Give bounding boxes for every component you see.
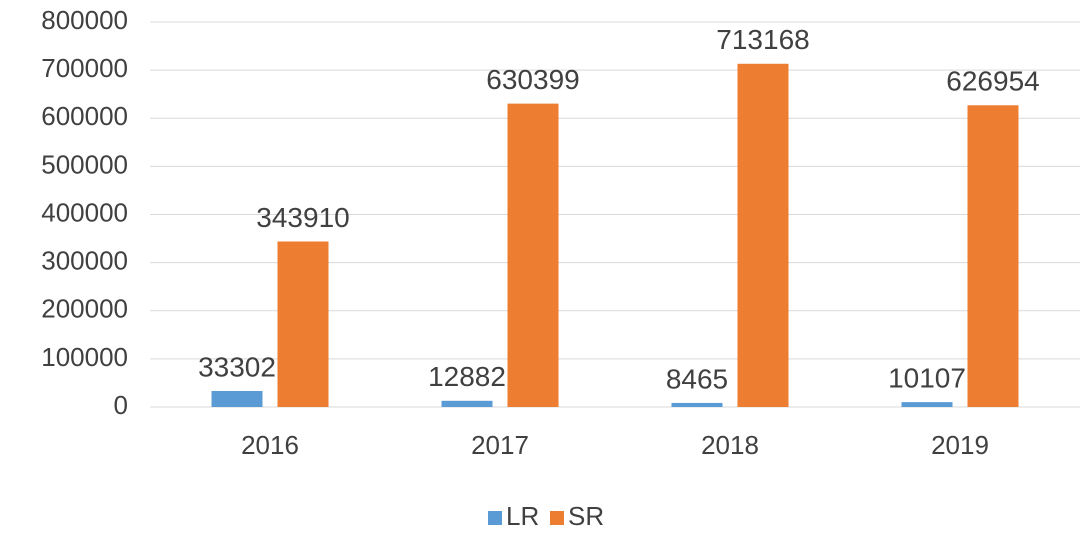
bar — [211, 390, 263, 407]
y-tick-label: 600000 — [41, 101, 128, 131]
x-tick-label: 2016 — [241, 430, 299, 460]
bar — [671, 402, 723, 407]
x-tick-label: 2017 — [471, 430, 529, 460]
bar — [507, 103, 559, 407]
bar — [901, 402, 953, 407]
data-label: 12882 — [428, 361, 506, 392]
bar — [277, 241, 329, 407]
bar — [441, 400, 493, 407]
bar — [737, 63, 789, 407]
legend-swatch — [550, 511, 564, 525]
data-label: 343910 — [256, 202, 349, 233]
y-tick-label: 0 — [114, 390, 128, 420]
y-tick-label: 100000 — [41, 342, 128, 372]
legend-label: LR — [506, 501, 539, 531]
legend-label: SR — [568, 501, 604, 531]
data-label: 10107 — [888, 363, 966, 394]
y-tick-label: 800000 — [41, 5, 128, 35]
y-tick-label: 400000 — [41, 197, 128, 227]
data-label: 33302 — [198, 351, 276, 382]
y-tick-label: 200000 — [41, 294, 128, 324]
x-tick-label: 2018 — [701, 430, 759, 460]
y-tick-label: 500000 — [41, 149, 128, 179]
legend-swatch — [488, 511, 502, 525]
data-label: 8465 — [666, 363, 728, 394]
data-label: 626954 — [946, 66, 1039, 97]
y-tick-label: 700000 — [41, 53, 128, 83]
x-tick-label: 2019 — [931, 430, 989, 460]
y-tick-label: 300000 — [41, 246, 128, 276]
bar — [967, 105, 1019, 408]
data-label: 713168 — [716, 24, 809, 55]
data-label: 630399 — [486, 64, 579, 95]
